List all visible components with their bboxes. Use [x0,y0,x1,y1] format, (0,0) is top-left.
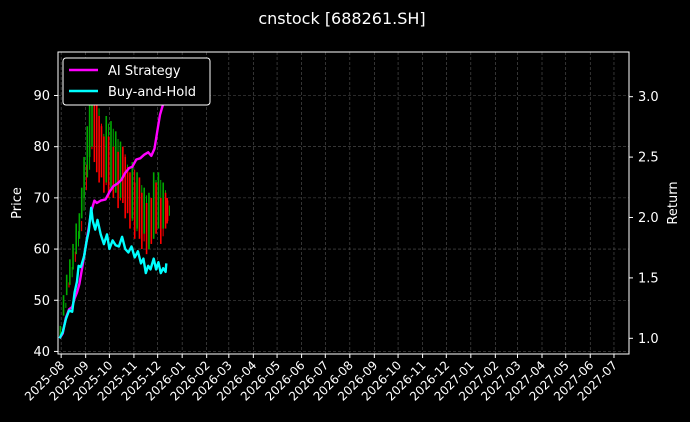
y-axis-right: 1.0 1.5 2.0 2.5 3.0 [629,90,659,347]
series-line-ai-strategy [58,64,169,339]
y-tick-label-left: 50 [33,294,50,309]
y-axis-label-left: Price [10,187,25,219]
y-axis-left: 40 50 60 70 80 90 [33,89,58,360]
y-tick-label-left: 80 [33,140,50,155]
plot-frame [57,51,630,355]
y-tick-label-right: 1.0 [638,332,659,347]
y-tick-label-left: 60 [33,243,50,258]
series-line-buy-and-hold [58,206,168,339]
legend-label-ai-strategy: AI Strategy [108,64,181,79]
y-tick-label-left: 40 [33,345,50,360]
y-tick-label-left: 90 [33,89,50,104]
y-axis-label-right: Return [666,181,681,224]
y-tick-label-right: 3.0 [638,90,659,105]
y-tick-label-right: 2.0 [638,211,659,226]
y-tick-label-right: 1.5 [638,271,659,286]
legend-label-buy-and-hold: Buy-and-Hold [108,85,196,100]
chart-title: cnstock [688261.SH] [258,9,425,28]
y-tick-label-left: 70 [33,191,50,206]
series-lines [58,64,169,339]
legend-box [62,57,211,106]
y-tick-label-right: 2.5 [638,151,659,166]
price-bars [59,80,170,337]
legend: AI Strategy Buy-and-Hold [62,57,211,106]
